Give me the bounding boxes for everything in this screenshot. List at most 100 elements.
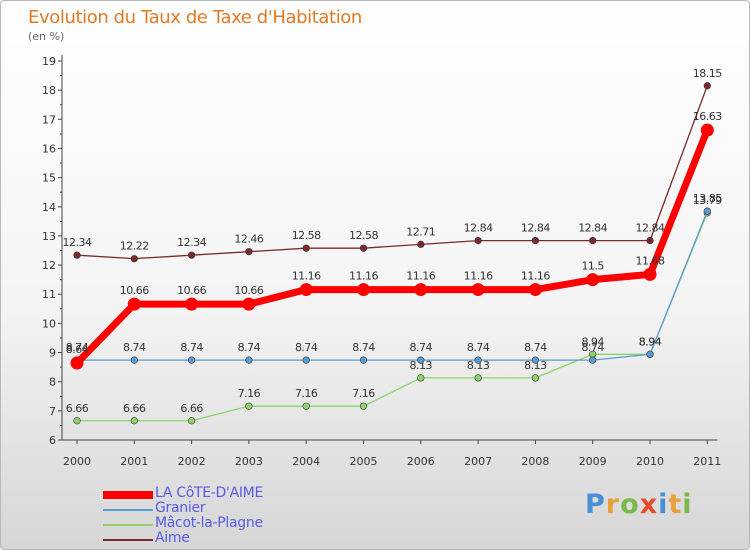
legend-swatch: [103, 524, 153, 526]
data-point: [127, 297, 141, 311]
y-tick-label: 10: [42, 317, 56, 330]
data-point: [531, 236, 540, 245]
data-point: [417, 374, 425, 382]
y-tick-label: 7: [49, 405, 56, 418]
data-label: 12.84: [636, 222, 665, 235]
data-point: [528, 283, 542, 297]
data-label: 12.71: [406, 225, 435, 238]
data-label: 12.84: [521, 222, 550, 235]
logo-letter: r: [605, 489, 621, 520]
data-point: [474, 356, 482, 364]
data-point: [417, 356, 425, 364]
legend-item: Granier: [103, 500, 363, 517]
data-point: [130, 417, 138, 425]
data-label: 11.16: [292, 270, 321, 283]
x-tick-label: 2006: [407, 455, 435, 468]
legend-item: LA CôTE-D'AIME: [103, 485, 363, 502]
chart-title: Evolution du Taux de Taxe d'Habitation: [28, 7, 362, 28]
data-label: 13.85: [693, 192, 722, 205]
data-label: 11.16: [464, 270, 493, 283]
data-point: [73, 417, 81, 425]
data-point: [531, 356, 540, 364]
legend-swatch: [103, 491, 153, 499]
data-point: [70, 356, 84, 370]
data-point: [245, 248, 253, 256]
proxiti-logo: Proxiti: [585, 489, 693, 520]
data-label: 12.34: [177, 236, 206, 249]
y-tick-label: 18: [42, 84, 56, 97]
data-point: [417, 240, 425, 248]
data-label: 12.22: [120, 240, 149, 253]
data-point: [359, 244, 368, 252]
logo-letter: i: [658, 489, 669, 520]
series-line-1: [76, 210, 708, 361]
data-point: [188, 356, 196, 364]
data-point: [242, 297, 256, 311]
x-tick-label: 2002: [178, 455, 206, 468]
data-label: 8.94: [581, 335, 604, 348]
data-point: [188, 251, 196, 259]
data-label: 16.63: [693, 110, 722, 123]
data-label: 8.74: [467, 341, 490, 354]
data-label: 12.84: [464, 222, 493, 235]
legend-item: Aime: [103, 530, 363, 547]
data-label: 8.74: [123, 341, 146, 354]
data-point: [359, 356, 368, 364]
logo-letter: i: [682, 489, 693, 520]
data-point: [130, 255, 138, 263]
chart-unit-label: (en %): [28, 30, 65, 43]
data-label: 6.66: [123, 402, 146, 415]
data-label: 12.46: [234, 233, 263, 246]
y-tick-label: 11: [42, 288, 56, 301]
x-tick-label: 2011: [693, 455, 721, 468]
x-tick-label: 2004: [292, 455, 320, 468]
data-point: [302, 356, 310, 364]
data-label: 6.66: [66, 402, 89, 415]
data-point: [185, 297, 199, 311]
y-tick-label: 14: [42, 201, 56, 214]
data-label: 8.74: [180, 341, 203, 354]
series-line-0: [73, 126, 711, 367]
legend-item: Mâcot-la-Plagne: [103, 515, 363, 532]
y-tick-label: 12: [42, 259, 56, 272]
data-point: [586, 273, 600, 287]
data-point: [245, 402, 253, 410]
data-label: 7.16: [238, 387, 261, 400]
x-tick-label: 2003: [235, 455, 263, 468]
logo-letter: t: [668, 489, 683, 520]
data-point: [245, 356, 253, 364]
data-label: 8.74: [352, 341, 375, 354]
data-point: [589, 236, 597, 245]
data-label: 7.16: [295, 387, 318, 400]
data-label: 8.74: [581, 341, 604, 354]
logo-letter: x: [639, 489, 659, 520]
x-tick-label: 2000: [63, 455, 91, 468]
data-label: 11.16: [521, 270, 550, 283]
logo-letter: o: [620, 489, 640, 520]
data-label: 8.94: [639, 335, 662, 348]
data-label: 8.74: [410, 341, 433, 354]
y-tick-label: 8: [49, 376, 56, 389]
data-label: 10.66: [177, 284, 206, 297]
logo-letter: P: [585, 489, 606, 520]
data-label: 12.58: [349, 229, 378, 242]
data-point: [302, 244, 310, 252]
data-label: 6.66: [180, 402, 203, 415]
data-point: [471, 283, 485, 297]
data-label: 8.74: [524, 341, 547, 354]
data-point: [73, 251, 81, 259]
y-tick-label: 17: [42, 113, 56, 126]
data-point: [703, 207, 711, 215]
data-point: [414, 283, 428, 297]
y-tick-label: 19: [42, 55, 56, 68]
data-label: 8.13: [467, 359, 490, 372]
y-tick-label: 6: [49, 434, 56, 447]
data-label: 13.79: [693, 194, 722, 207]
data-label: 7.16: [352, 387, 375, 400]
legend-swatch: [103, 539, 153, 541]
series-line-2: [76, 212, 708, 422]
legend-label: Mâcot-la-Plagne: [155, 515, 263, 531]
data-point: [643, 267, 657, 281]
data-label: 8.13: [410, 359, 433, 372]
